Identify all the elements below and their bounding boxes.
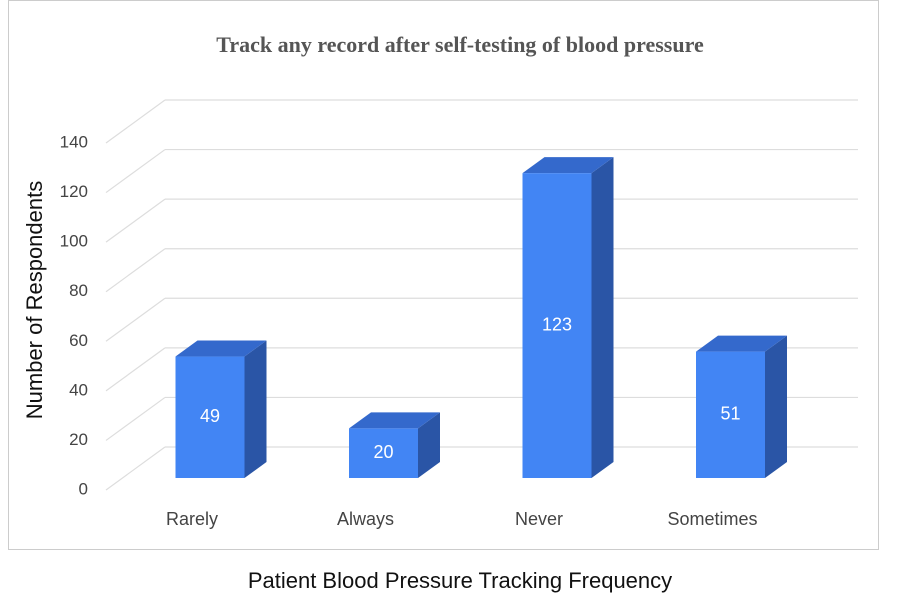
bar-side bbox=[765, 335, 787, 478]
bar-side bbox=[418, 412, 440, 478]
grid-line bbox=[105, 198, 166, 243]
bar-front bbox=[522, 173, 592, 478]
bar-top bbox=[522, 157, 614, 174]
bar-front bbox=[696, 351, 765, 478]
bar-front bbox=[349, 428, 418, 478]
y-axis-title: Number of Respondents bbox=[22, 181, 47, 419]
y-tick-label: 40 bbox=[69, 380, 88, 399]
y-tick-label: 140 bbox=[60, 132, 88, 151]
bar bbox=[175, 340, 267, 478]
grid-line bbox=[105, 347, 166, 392]
x-axis-title: Patient Blood Pressure Tracking Frequenc… bbox=[248, 568, 672, 593]
chart-title: Track any record after self-testing of b… bbox=[216, 32, 704, 57]
bar bbox=[349, 412, 440, 478]
y-tick-label: 0 bbox=[79, 479, 88, 498]
x-tick-label: Rarely bbox=[166, 509, 218, 529]
y-tick-label: 120 bbox=[60, 182, 88, 201]
y-tick-label: 100 bbox=[60, 232, 88, 251]
grid-line bbox=[105, 248, 166, 293]
bar bbox=[696, 335, 787, 478]
y-tick-label: 80 bbox=[69, 281, 88, 300]
bar-side bbox=[244, 340, 267, 478]
bar-top bbox=[696, 335, 787, 352]
data-label: 123 bbox=[542, 314, 572, 334]
grid-line bbox=[105, 446, 166, 491]
bar-top bbox=[175, 340, 267, 357]
grid-line bbox=[105, 297, 166, 342]
grid-line bbox=[105, 149, 166, 194]
x-tick-label: Never bbox=[515, 509, 563, 529]
data-label: 20 bbox=[373, 442, 393, 462]
bar bbox=[522, 157, 614, 478]
bar-top bbox=[349, 412, 440, 429]
x-tick-label: Always bbox=[337, 509, 394, 529]
bar-side bbox=[591, 157, 614, 478]
y-tick-label: 60 bbox=[69, 331, 88, 350]
x-tick-label: Sometimes bbox=[667, 509, 757, 529]
grid-line bbox=[105, 396, 166, 441]
data-label: 51 bbox=[720, 404, 740, 424]
y-tick-label: 20 bbox=[69, 430, 88, 449]
data-label: 49 bbox=[200, 406, 220, 426]
grid-line bbox=[105, 99, 166, 144]
bar-front bbox=[175, 356, 245, 478]
